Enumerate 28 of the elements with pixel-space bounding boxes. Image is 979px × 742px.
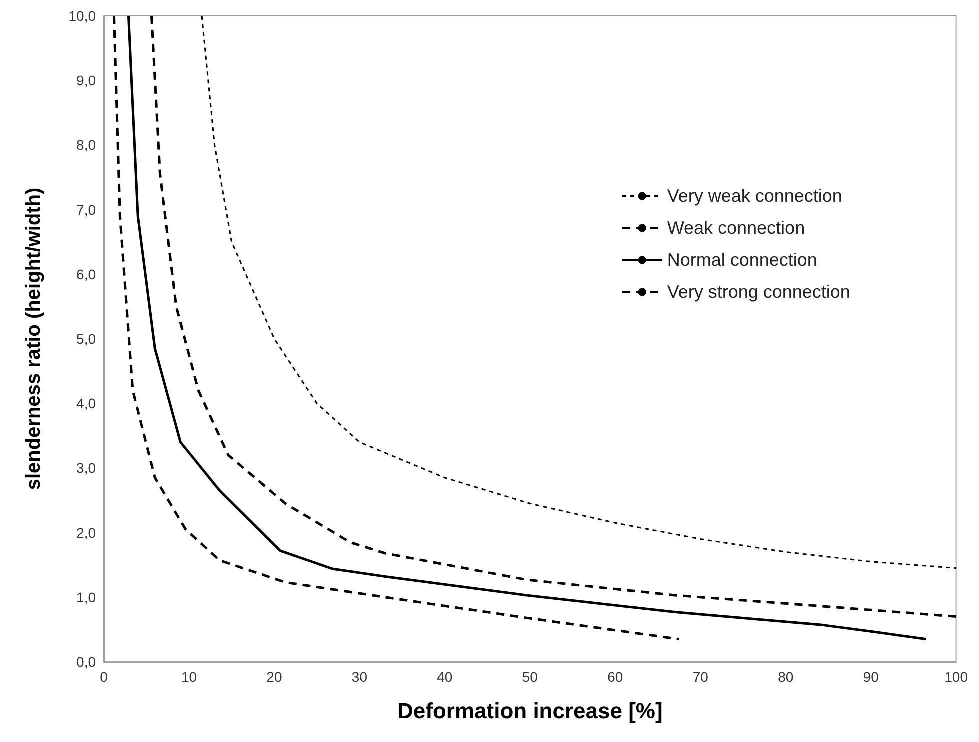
- legend-label: Very strong connection: [667, 282, 850, 302]
- x-tick-label: 30: [352, 669, 368, 685]
- y-tick-label: 2,0: [76, 524, 96, 541]
- y-tick-label: 7,0: [76, 202, 96, 218]
- x-tick-label: 100: [944, 669, 968, 685]
- y-tick-label: 10,0: [68, 8, 96, 24]
- y-tick-label: 8,0: [76, 137, 96, 154]
- x-tick-label: 80: [778, 669, 794, 685]
- y-tick-label: 0,0: [76, 654, 96, 670]
- legend-label: Weak connection: [667, 218, 806, 238]
- y-tick-label: 9,0: [76, 72, 96, 89]
- legend-label: Normal connection: [667, 250, 818, 270]
- x-tick-label: 90: [863, 669, 880, 685]
- x-tick-label: 40: [437, 669, 453, 685]
- x-tick-label: 0: [100, 669, 108, 685]
- legend-label: Very weak connection: [667, 186, 842, 206]
- y-axis-title: slenderness ratio (height/width): [23, 188, 45, 490]
- y-tick-label: 6,0: [76, 266, 96, 282]
- x-tick-label: 10: [181, 669, 198, 685]
- x-axis-title: Deformation increase [%]: [398, 698, 663, 724]
- x-tick-label: 60: [608, 669, 624, 685]
- y-tick-label: 5,0: [76, 331, 96, 347]
- y-tick-label: 3,0: [76, 460, 96, 476]
- x-tick-label: 70: [692, 669, 709, 685]
- x-tick-label: 20: [266, 669, 282, 685]
- y-tick-label: 1,0: [76, 589, 96, 606]
- y-tick-label: 4,0: [76, 396, 96, 412]
- x-tick-label: 50: [522, 669, 538, 685]
